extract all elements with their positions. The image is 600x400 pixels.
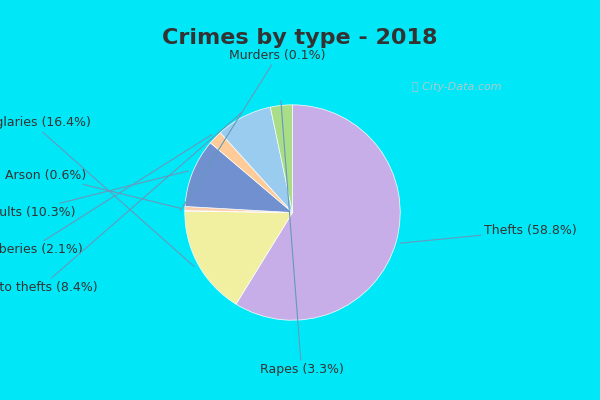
Text: Arson (0.6%): Arson (0.6%) (5, 169, 181, 208)
Wedge shape (271, 105, 293, 212)
Wedge shape (185, 210, 293, 212)
Wedge shape (185, 206, 293, 212)
Wedge shape (185, 211, 293, 304)
Text: ⓘ City-Data.com: ⓘ City-Data.com (412, 82, 502, 92)
Text: Assaults (10.3%): Assaults (10.3%) (0, 171, 188, 219)
Text: Auto thefts (8.4%): Auto thefts (8.4%) (0, 112, 242, 294)
Text: Murders (0.1%): Murders (0.1%) (181, 49, 326, 211)
Text: Rapes (3.3%): Rapes (3.3%) (260, 101, 343, 376)
Text: Robberies (2.1%): Robberies (2.1%) (0, 134, 212, 256)
Text: Crimes by type - 2018: Crimes by type - 2018 (162, 28, 438, 48)
Wedge shape (185, 143, 293, 212)
Wedge shape (236, 105, 400, 320)
Wedge shape (220, 107, 293, 212)
Text: Thefts (58.8%): Thefts (58.8%) (400, 224, 577, 243)
Wedge shape (211, 133, 293, 212)
Text: Burglaries (16.4%): Burglaries (16.4%) (0, 116, 194, 266)
